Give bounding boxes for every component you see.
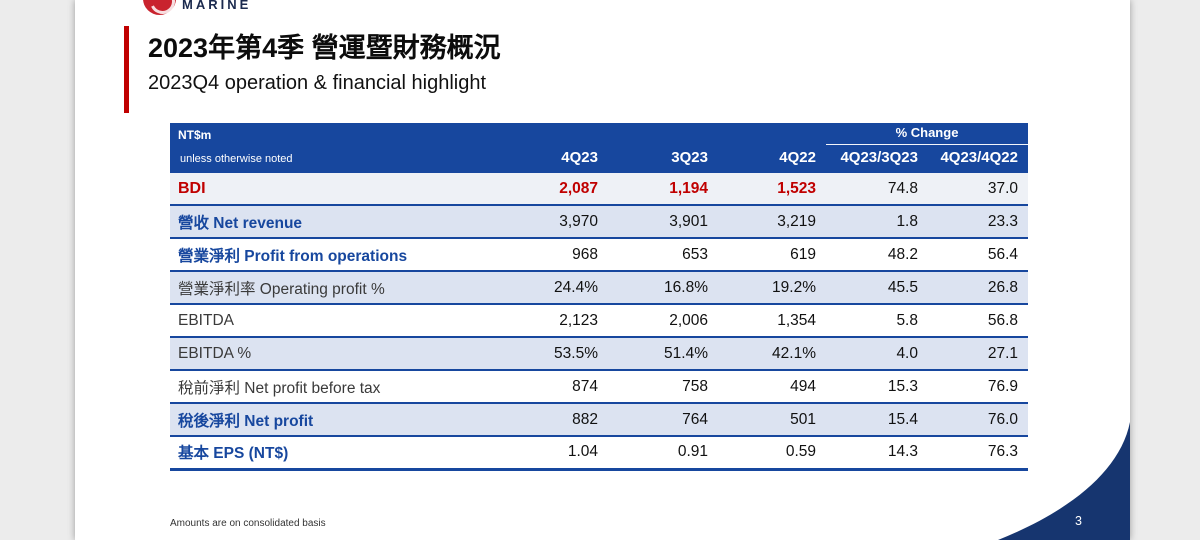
- cell-value: 3,219: [718, 204, 826, 238]
- cell-value: 76.9: [928, 369, 1028, 403]
- cell-value: 2,006: [608, 303, 718, 337]
- cell-value: 1.04: [498, 435, 608, 471]
- cell-value: 619: [718, 237, 826, 271]
- col-header-4q23-3q23: 4Q23/3Q23: [826, 144, 928, 172]
- cell-value: 45.5: [826, 270, 928, 304]
- page-subtitle: 2023Q4 operation & financial highlight: [148, 72, 487, 94]
- cell-value: 48.2: [826, 237, 928, 271]
- table-header-columns-row: 4Q23 3Q23 4Q22 4Q23/3Q23 4Q23/4Q22: [170, 144, 1028, 172]
- brand-name: MARINE: [182, 0, 252, 12]
- cell-value: 15.3: [826, 369, 928, 403]
- pct-change-header: % Change: [826, 123, 1028, 145]
- financial-table-container: NT$m unless otherwise noted % Change 4Q2…: [170, 123, 1028, 471]
- table-row-ebitda: EBITDA 2,123 2,006 1,354 5.8 56.8: [170, 303, 1028, 337]
- table-header: NT$m unless otherwise noted % Change 4Q2…: [170, 123, 1028, 172]
- cell-value: 15.4: [826, 402, 928, 436]
- cell-value: 494: [718, 369, 826, 403]
- cell-value: 882: [498, 402, 608, 436]
- cell-value: 27.1: [928, 336, 1028, 370]
- cell-value: 24.4%: [498, 270, 608, 304]
- cell-value: 653: [608, 237, 718, 271]
- cell-value: 3,901: [608, 204, 718, 238]
- cell-value: 764: [608, 402, 718, 436]
- cell-label: 稅後淨利 Net profit: [170, 402, 498, 436]
- cell-label: 營收 Net revenue: [170, 204, 498, 238]
- table-unit-label: NT$m: [178, 128, 212, 142]
- col-header-4q23: 4Q23: [498, 144, 608, 172]
- cell-value: 5.8: [826, 303, 928, 337]
- table-row-net-profit: 稅後淨利 Net profit 882 764 501 15.4 76.0: [170, 402, 1028, 436]
- cell-value: 501: [718, 402, 826, 436]
- cell-label: BDI: [170, 171, 498, 205]
- cell-label: EBITDA %: [170, 336, 498, 370]
- cell-value: 2,123: [498, 303, 608, 337]
- cell-value: 4.0: [826, 336, 928, 370]
- cell-label: 基本 EPS (NT$): [170, 435, 498, 471]
- cell-value: 42.1%: [718, 336, 826, 370]
- cell-value: 1,354: [718, 303, 826, 337]
- cell-value: 37.0: [928, 171, 1028, 205]
- financial-table: NT$m unless otherwise noted % Change 4Q2…: [170, 123, 1028, 471]
- cell-value: 76.0: [928, 402, 1028, 436]
- page-title: 2023年第4季 營運暨財務概況: [148, 33, 501, 63]
- table-row-net-revenue: 營收 Net revenue 3,970 3,901 3,219 1.8 23.…: [170, 204, 1028, 238]
- cell-value: 0.91: [608, 435, 718, 471]
- brand-logo-icon: [143, 0, 176, 15]
- col-header-3q23: 3Q23: [608, 144, 718, 172]
- cell-value: 1,523: [718, 171, 826, 205]
- cell-value: 53.5%: [498, 336, 608, 370]
- cell-value: 1.8: [826, 204, 928, 238]
- col-header-4q22: 4Q22: [718, 144, 826, 172]
- cell-value: 14.3: [826, 435, 928, 471]
- slide: MARINE 2023年第4季 營運暨財務概況 2023Q4 operation…: [75, 0, 1130, 540]
- table-note-label: unless otherwise noted: [180, 153, 293, 165]
- footnote: Amounts are on consolidated basis: [170, 518, 326, 529]
- table-unit-cell: NT$m unless otherwise noted: [170, 123, 498, 172]
- table-row-profit-from-operations: 營業淨利 Profit from operations 968 653 619 …: [170, 237, 1028, 271]
- cell-value: 26.8: [928, 270, 1028, 304]
- cell-label: 稅前淨利 Net profit before tax: [170, 369, 498, 403]
- cell-value: 16.8%: [608, 270, 718, 304]
- table-row-net-profit-before-tax: 稅前淨利 Net profit before tax 874 758 494 1…: [170, 369, 1028, 403]
- col-header-4q23-4q22: 4Q23/4Q22: [928, 144, 1028, 172]
- cell-value: 968: [498, 237, 608, 271]
- title-accent-bar: [124, 26, 129, 113]
- cell-value: 76.3: [928, 435, 1028, 471]
- cell-value: 758: [608, 369, 718, 403]
- table-row-ebitda-pct: EBITDA % 53.5% 51.4% 42.1% 4.0 27.1: [170, 336, 1028, 370]
- cell-value: 19.2%: [718, 270, 826, 304]
- cell-value: 23.3: [928, 204, 1028, 238]
- table-row-eps: 基本 EPS (NT$) 1.04 0.91 0.59 14.3 76.3: [170, 435, 1028, 471]
- cell-value: 874: [498, 369, 608, 403]
- table-header-top-row: NT$m unless otherwise noted % Change: [170, 123, 1028, 172]
- page-number: 3: [1075, 514, 1082, 528]
- cell-label: EBITDA: [170, 303, 498, 337]
- cell-value: 0.59: [718, 435, 826, 471]
- cell-value: 1,194: [608, 171, 718, 205]
- table-body: BDI 2,087 1,194 1,523 74.8 37.0 營收 Net r…: [170, 171, 1028, 471]
- cell-value: 3,970: [498, 204, 608, 238]
- cell-value: 56.8: [928, 303, 1028, 337]
- cell-value: 56.4: [928, 237, 1028, 271]
- cell-value: 74.8: [826, 171, 928, 205]
- header-spacer: [498, 123, 826, 144]
- corner-swoosh-shape: [998, 422, 1130, 540]
- cell-label: 營業淨利率 Operating profit %: [170, 270, 498, 304]
- table-row-bdi: BDI 2,087 1,194 1,523 74.8 37.0: [170, 171, 1028, 205]
- cell-value: 51.4%: [608, 336, 718, 370]
- table-row-operating-profit-pct: 營業淨利率 Operating profit % 24.4% 16.8% 19.…: [170, 270, 1028, 304]
- cell-label: 營業淨利 Profit from operations: [170, 237, 498, 271]
- cell-value: 2,087: [498, 171, 608, 205]
